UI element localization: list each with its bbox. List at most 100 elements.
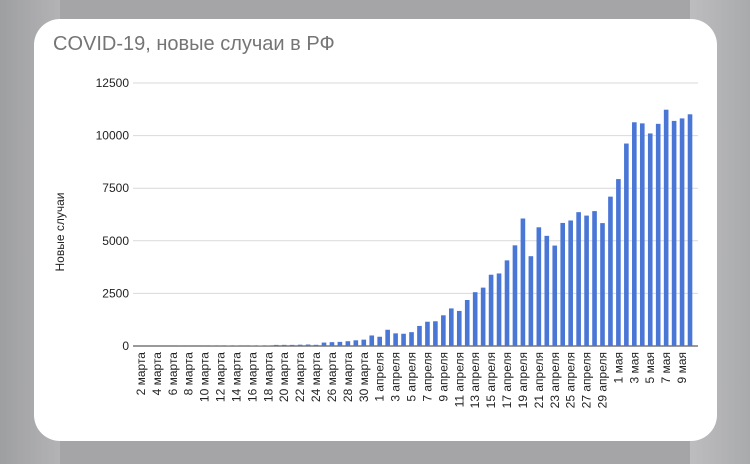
bars — [154, 109, 693, 347]
chart-title: COVID-19, новые случаи в РФ — [53, 33, 335, 55]
x-tick-label: 23 апреля — [548, 352, 562, 408]
x-tick-label: 25 апреля — [564, 352, 578, 408]
y-tick-label: 10000 — [96, 129, 130, 143]
bar — [369, 335, 375, 346]
x-tick-label: 1 мая — [611, 352, 625, 383]
x-tick-label: 27 апреля — [580, 352, 594, 408]
x-tick-label: 12 марта — [214, 352, 228, 402]
x-tick-label: 6 марта — [166, 352, 180, 396]
bar — [472, 292, 478, 346]
x-tick-label: 18 марта — [261, 352, 275, 402]
bar — [480, 287, 486, 346]
bar — [456, 310, 462, 346]
bar — [504, 260, 510, 346]
x-tick-label: 4 марта — [150, 352, 164, 396]
y-tick-label: 0 — [122, 339, 129, 353]
x-tick-label: 16 марта — [245, 352, 259, 402]
x-tick-label: 2 марта — [134, 352, 148, 396]
x-tick-label: 15 апреля — [484, 352, 498, 408]
x-tick-label: 13 апреля — [468, 352, 482, 408]
y-axis-ticks: 0 2500 5000 7500 10000 12500 — [96, 76, 130, 353]
bar — [464, 300, 470, 346]
bar — [663, 109, 669, 346]
x-tick-label: 9 мая — [675, 352, 689, 383]
bar — [488, 274, 494, 346]
bar — [600, 223, 605, 346]
bar — [528, 256, 534, 346]
x-tick-label: 24 марта — [309, 352, 323, 402]
bar — [544, 235, 550, 346]
bar — [687, 114, 693, 346]
bar — [425, 321, 430, 346]
x-tick-label: 9 апреля — [436, 352, 450, 402]
bar — [568, 220, 573, 346]
bar — [536, 227, 542, 346]
bar-chart: 0 2500 5000 7500 10000 12500 2 марта 4 марта 6 … — [53, 76, 698, 409]
bar — [409, 332, 414, 346]
bar — [377, 336, 383, 346]
y-tick-label: 5000 — [102, 234, 129, 248]
bar — [273, 344, 279, 346]
bar — [329, 342, 335, 346]
x-axis-ticks: 2 марта 4 марта 6 марта 8 марта 10 марта 12 м… — [134, 352, 689, 409]
bar — [265, 345, 271, 346]
bar — [592, 211, 597, 346]
x-tick-label: 3 мая — [627, 352, 641, 383]
bar — [576, 212, 581, 346]
x-tick-label: 22 марта — [293, 352, 307, 402]
bar — [552, 245, 558, 346]
bar — [624, 143, 629, 346]
x-tick-label: 26 марта — [325, 352, 339, 402]
bar — [496, 273, 502, 346]
bar — [632, 122, 637, 346]
bar — [671, 120, 677, 347]
x-tick-label: 19 апреля — [516, 352, 530, 408]
bar — [512, 245, 518, 346]
bar — [441, 315, 446, 346]
bar — [401, 333, 406, 346]
x-tick-label: 5 апреля — [405, 352, 419, 402]
bar — [305, 344, 311, 346]
bar — [385, 329, 390, 346]
y-axis-title: Новые случаи — [53, 193, 67, 272]
x-tick-label: 10 марта — [198, 352, 212, 402]
bar — [655, 123, 661, 346]
x-tick-label: 11 апреля — [452, 352, 466, 407]
bar — [417, 325, 422, 346]
y-tick-label: 7500 — [102, 181, 129, 195]
bar — [584, 215, 589, 346]
x-tick-label: 1 апреля — [373, 352, 387, 402]
y-tick-label: 12500 — [96, 76, 130, 90]
x-tick-label: 14 марта — [229, 352, 243, 402]
x-tick-label: 29 апреля — [595, 352, 609, 408]
bar — [250, 345, 255, 346]
chart-card: COVID-19, новые случаи в РФ 0 2500 5000 750… — [34, 19, 717, 441]
x-tick-label: 7 мая — [659, 352, 673, 383]
x-tick-label: 21 апреля — [532, 352, 546, 408]
x-tick-label: 7 апреля — [420, 352, 434, 402]
bar — [337, 341, 343, 346]
bar — [281, 344, 287, 346]
bar — [345, 341, 351, 346]
x-tick-label: 20 марта — [277, 352, 291, 402]
x-tick-label: 30 марта — [357, 352, 371, 402]
bar — [393, 333, 398, 346]
bar — [433, 321, 438, 346]
x-tick-label: 28 марта — [341, 352, 355, 402]
bar — [361, 339, 367, 346]
bar — [520, 218, 526, 346]
bar — [321, 342, 327, 346]
bar — [608, 196, 613, 346]
bar — [448, 308, 454, 346]
bar — [616, 179, 621, 346]
gridlines — [133, 82, 698, 347]
bar — [297, 344, 303, 346]
bar — [647, 133, 653, 346]
bar — [679, 118, 685, 347]
bar — [639, 123, 645, 346]
bar — [313, 344, 319, 346]
y-tick-label: 2500 — [102, 286, 129, 300]
bar — [289, 344, 295, 346]
x-tick-label: 5 мая — [643, 352, 657, 383]
x-tick-label: 3 апреля — [389, 352, 403, 402]
